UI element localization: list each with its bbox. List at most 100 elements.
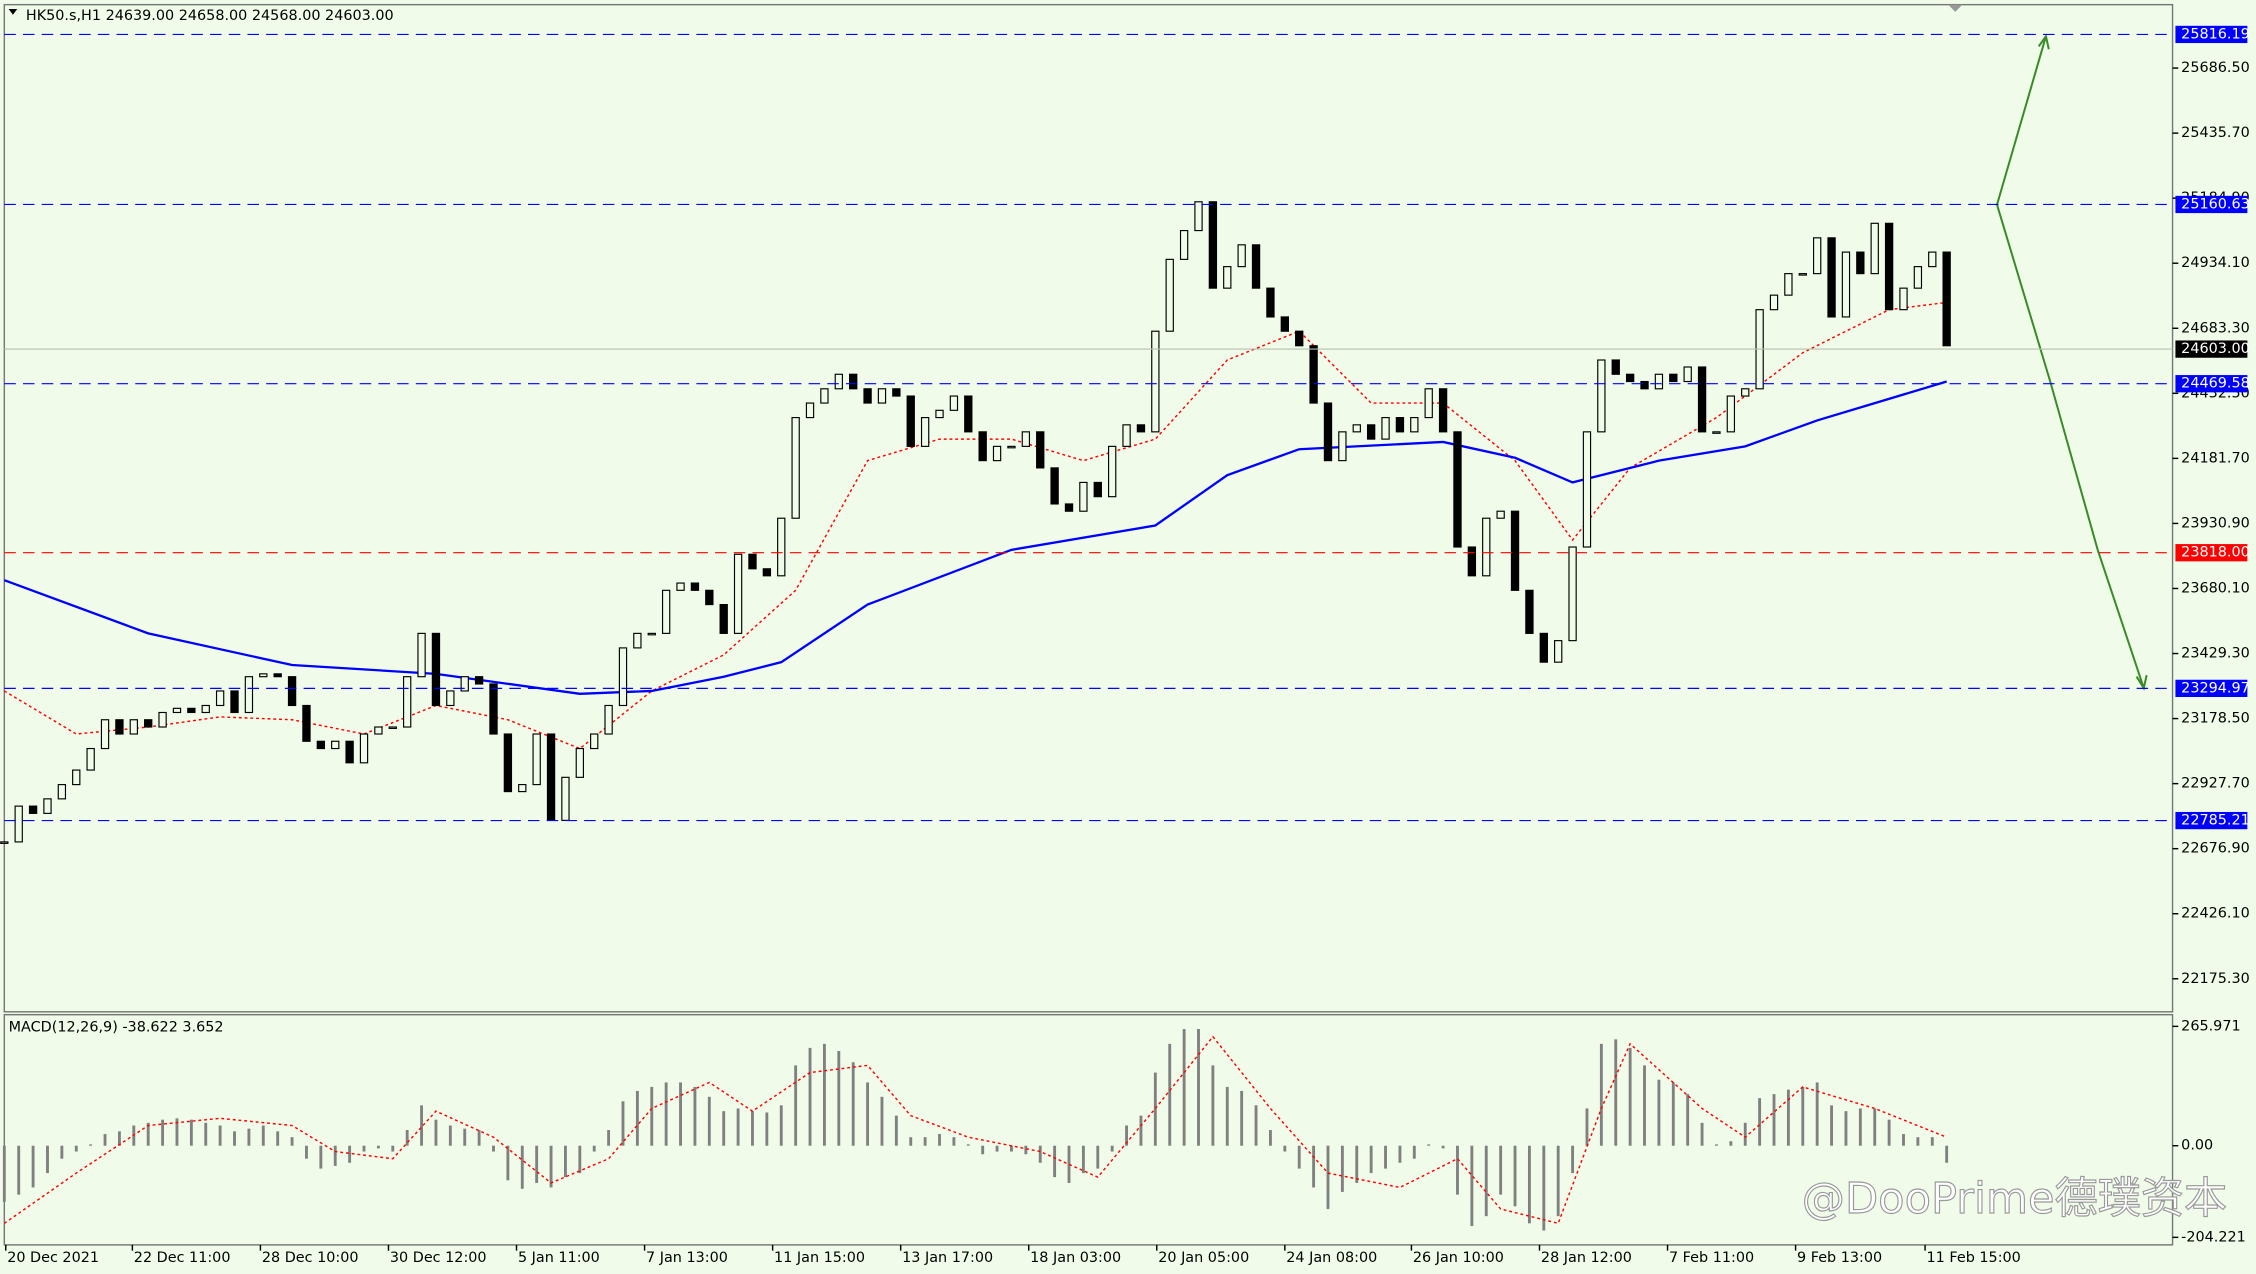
candle [1438,388,1448,433]
macd-bar [1772,1094,1776,1146]
macd-bar [1283,1145,1287,1152]
macd-bar [592,1145,596,1152]
macd-bar [1110,1145,1114,1152]
macd-bar [894,1115,898,1146]
x-tick-label: 22 Dec 11:00 [134,1250,231,1266]
candle [230,690,239,714]
macd-bar [909,1137,913,1146]
macd-bar [60,1145,64,1159]
macd-bar [664,1082,668,1146]
macd-bar [1815,1082,1819,1146]
candle [14,805,23,843]
candle [820,388,829,404]
candle [115,719,124,735]
candle [849,373,858,390]
x-tick-label: 20 Dec 2021 [7,1250,99,1266]
macd-bar [1786,1089,1790,1146]
macd-bar [1297,1145,1301,1169]
candle [920,417,930,447]
macd-bar [17,1145,21,1195]
candle [1697,366,1707,433]
level-label: 23818.00 [2181,545,2250,561]
candle [1395,417,1405,433]
candle [561,776,570,821]
macd-bar [549,1145,553,1188]
candle [518,784,527,793]
macd-bar [276,1131,280,1146]
macd-bar [765,1112,769,1146]
candle [1151,330,1160,433]
candle [892,388,901,397]
candle [460,676,469,692]
candle [1194,201,1203,232]
macd-bar [405,1130,409,1146]
macd-bar [305,1145,308,1159]
macd-bar [751,1111,754,1146]
candle [1870,222,1879,275]
macd-bar [1571,1145,1575,1174]
candle [791,417,800,519]
macd-bar [1168,1043,1172,1146]
arrow-up [1996,36,2047,205]
candle [1079,481,1088,512]
macd-bar [1254,1105,1258,1146]
y-tick-label: 22175.30 [2181,971,2250,987]
x-tick-label: 9 Feb 13:00 [1797,1250,1882,1266]
candle [676,582,685,591]
macd-bar [1930,1137,1934,1146]
candle [1899,287,1908,311]
macd-bar [420,1105,423,1146]
macd-bar [1729,1141,1733,1146]
candle [417,632,426,678]
candle [1309,345,1318,404]
candle [733,553,743,634]
macd-bar [1887,1119,1891,1146]
candle [992,445,1002,462]
candle [805,402,815,419]
macd-bar [578,1145,582,1174]
candle [1179,229,1189,260]
watermark: @DooPrime德璞资本 [1802,1174,2227,1224]
candle [1712,431,1721,434]
macd-bar [1096,1145,1100,1169]
candle [1251,244,1261,289]
candle [1654,373,1664,390]
candle [201,704,210,714]
y-tick-label: 24934.10 [2181,255,2250,271]
candle [1064,503,1074,512]
x-tick-label: 24 Jan 08:00 [1286,1250,1377,1266]
macd-bar [463,1128,467,1146]
candle [187,707,196,714]
macd-bar [520,1145,524,1189]
level-label: 25816.19 [2181,26,2250,42]
macd-bar [1743,1122,1747,1146]
macd-bar [1038,1145,1042,1163]
candle [1568,546,1577,642]
candle [935,409,944,419]
macd-bar [1830,1105,1833,1146]
candle [273,673,282,678]
macd-bar [736,1108,740,1146]
candle [1381,417,1390,440]
macd-bar [492,1145,495,1152]
moving-average [3,301,1947,750]
candle [1482,517,1491,577]
macd-bar [1067,1145,1071,1183]
x-tick-label: 26 Jan 10:00 [1413,1250,1504,1266]
macd-bar [822,1043,826,1146]
macd-bar [1010,1145,1013,1152]
candle [1165,258,1174,332]
macd-bar [1456,1145,1459,1195]
candle [1050,467,1059,505]
candle [1453,431,1462,548]
level-label: 25160.63 [2181,196,2250,212]
y-tick-label: 22426.10 [2181,906,2250,922]
candle [1237,244,1246,268]
candle [474,676,484,685]
candle [1913,266,1923,289]
macd-bar [46,1145,49,1174]
macd-bar [938,1134,941,1146]
macd-bar [189,1119,193,1146]
menu-triangle[interactable] [8,8,18,15]
